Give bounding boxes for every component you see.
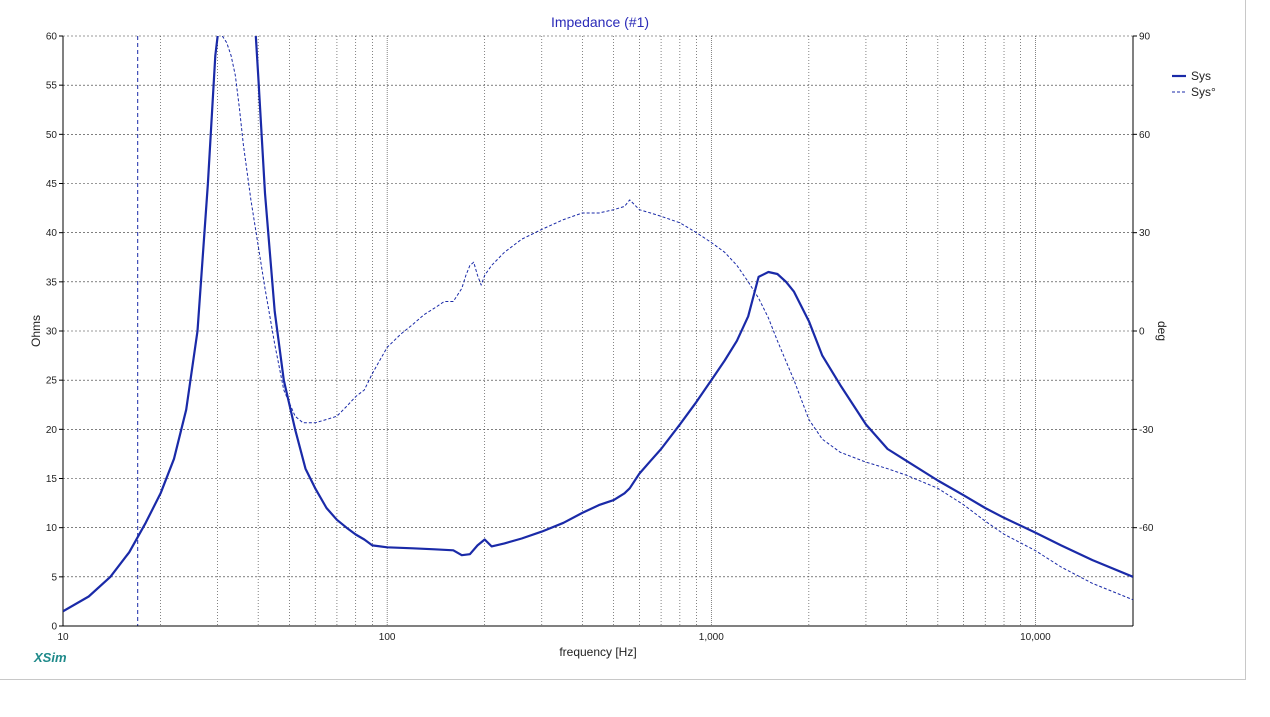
y-tick-labels: 0 5 10 15 20 25 30 35 40 45 50 55 60 xyxy=(46,32,63,633)
y-tick-label-4: 20 xyxy=(46,425,58,436)
y-tick-label-8: 40 xyxy=(46,228,58,239)
series-line-sys xyxy=(63,36,1133,613)
y2-tick-label-0: 90 xyxy=(1139,32,1151,43)
y2-tick-label-5: -60 xyxy=(1139,523,1154,534)
y2-tick-label-3: 0 xyxy=(1139,327,1145,338)
y-tick-label-12: 60 xyxy=(46,32,58,43)
legend-entry-sys: Sys xyxy=(1191,69,1211,83)
y-axis-label: Ohms xyxy=(29,315,43,347)
y-tick-label-9: 45 xyxy=(46,179,58,190)
y-tick-label-7: 35 xyxy=(46,277,58,288)
xsim-logo: XSim xyxy=(33,650,67,665)
chart-title: Impedance (#1) xyxy=(551,14,649,30)
x-tick-label-0: 10 xyxy=(57,632,69,643)
y-tick-label-10: 50 xyxy=(46,130,58,141)
x-tick-label-1: 100 xyxy=(379,632,396,643)
y2-axis-label: deg xyxy=(1155,321,1169,341)
y-tick-label-5: 25 xyxy=(46,376,58,387)
y-tick-label-2: 10 xyxy=(46,523,58,534)
x-tick-label-3: 10,000 xyxy=(1020,632,1051,643)
y-tick-label-11: 55 xyxy=(46,81,58,92)
y-tick-label-0: 0 xyxy=(51,622,57,633)
x-tick-label-2: 1,000 xyxy=(699,632,724,643)
chart-frame xyxy=(0,0,1246,680)
series-line-sys-phase xyxy=(221,36,1133,601)
y-tick-label-6: 30 xyxy=(46,327,58,338)
y2-tick-label-2: 30 xyxy=(1139,228,1151,239)
legend: Sys Sys° xyxy=(1172,69,1216,99)
y2-tick-labels: 90 60 30 0 -30 -60 xyxy=(1133,32,1154,534)
x-axis-label: frequency [Hz] xyxy=(559,645,636,659)
y2-tick-label-4: -30 xyxy=(1139,425,1154,436)
x-tick-labels: 10 100 1,000 10,000 xyxy=(57,632,1051,643)
series-lines xyxy=(63,36,1133,613)
legend-entry-sys-phase: Sys° xyxy=(1191,85,1216,99)
grid-lines xyxy=(63,36,1133,626)
y-tick-label-3: 15 xyxy=(46,474,58,485)
y-tick-label-1: 5 xyxy=(51,572,57,583)
y2-tick-label-1: 60 xyxy=(1139,130,1151,141)
